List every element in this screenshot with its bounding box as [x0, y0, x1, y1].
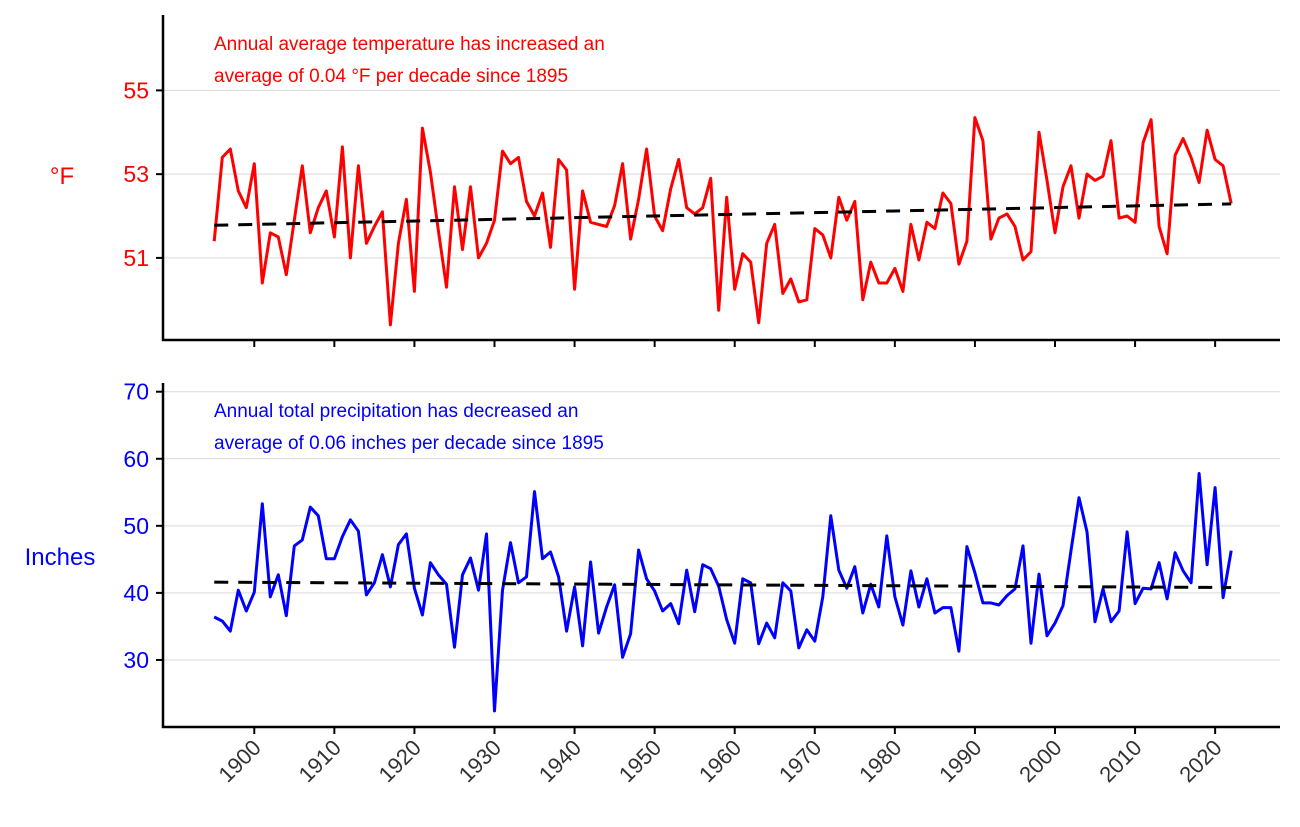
x-tick-label: 1980 — [854, 735, 906, 787]
x-tick-label: 1930 — [454, 735, 506, 787]
y-tick-label: 70 — [123, 379, 149, 405]
temperature-panel: °F Annual average temperature has increa… — [50, 15, 1280, 347]
temperature-ylabel: °F — [50, 163, 74, 190]
y-tick-label: 30 — [123, 647, 149, 673]
x-tick-label: 1940 — [534, 735, 586, 787]
x-tick-label: 1970 — [774, 735, 826, 787]
y-tick-label: 51 — [123, 245, 149, 271]
precipitation-annotation-line2: average of 0.06 inches per decade since … — [214, 433, 604, 454]
y-tick-label: 40 — [123, 580, 149, 606]
x-tick-label: 1910 — [294, 735, 346, 787]
temperature-annotation-line1: Annual average temperature has increased… — [214, 34, 605, 55]
x-tick-label: 2010 — [1094, 735, 1146, 787]
precipitation-annotation-line1: Annual total precipitation has decreased… — [214, 401, 578, 422]
precipitation-trend-line — [214, 580, 1232, 590]
y-tick-label: 50 — [123, 513, 149, 539]
x-tick-label: 1990 — [934, 735, 986, 787]
precipitation-panel: Inches Annual total precipitation has de… — [25, 379, 1280, 787]
temperature-series-line — [212, 116, 1233, 327]
precipitation-ylabel: Inches — [25, 544, 96, 571]
y-tick-label: 53 — [123, 161, 149, 187]
precipitation-series-line — [213, 472, 1233, 713]
x-tick-label: 1950 — [614, 735, 666, 787]
x-tick-label: 1900 — [214, 735, 266, 787]
x-tick-label: 1960 — [694, 735, 746, 787]
temperature-trend-line — [214, 202, 1232, 227]
x-tick-label: 2020 — [1174, 735, 1226, 787]
y-tick-label: 60 — [123, 446, 149, 472]
y-tick-label: 55 — [123, 77, 149, 103]
temperature-annotation-line2: average of 0.04 °F per decade since 1895 — [214, 66, 568, 87]
x-tick-label: 1920 — [374, 735, 426, 787]
x-tick-label: 2000 — [1014, 735, 1066, 787]
